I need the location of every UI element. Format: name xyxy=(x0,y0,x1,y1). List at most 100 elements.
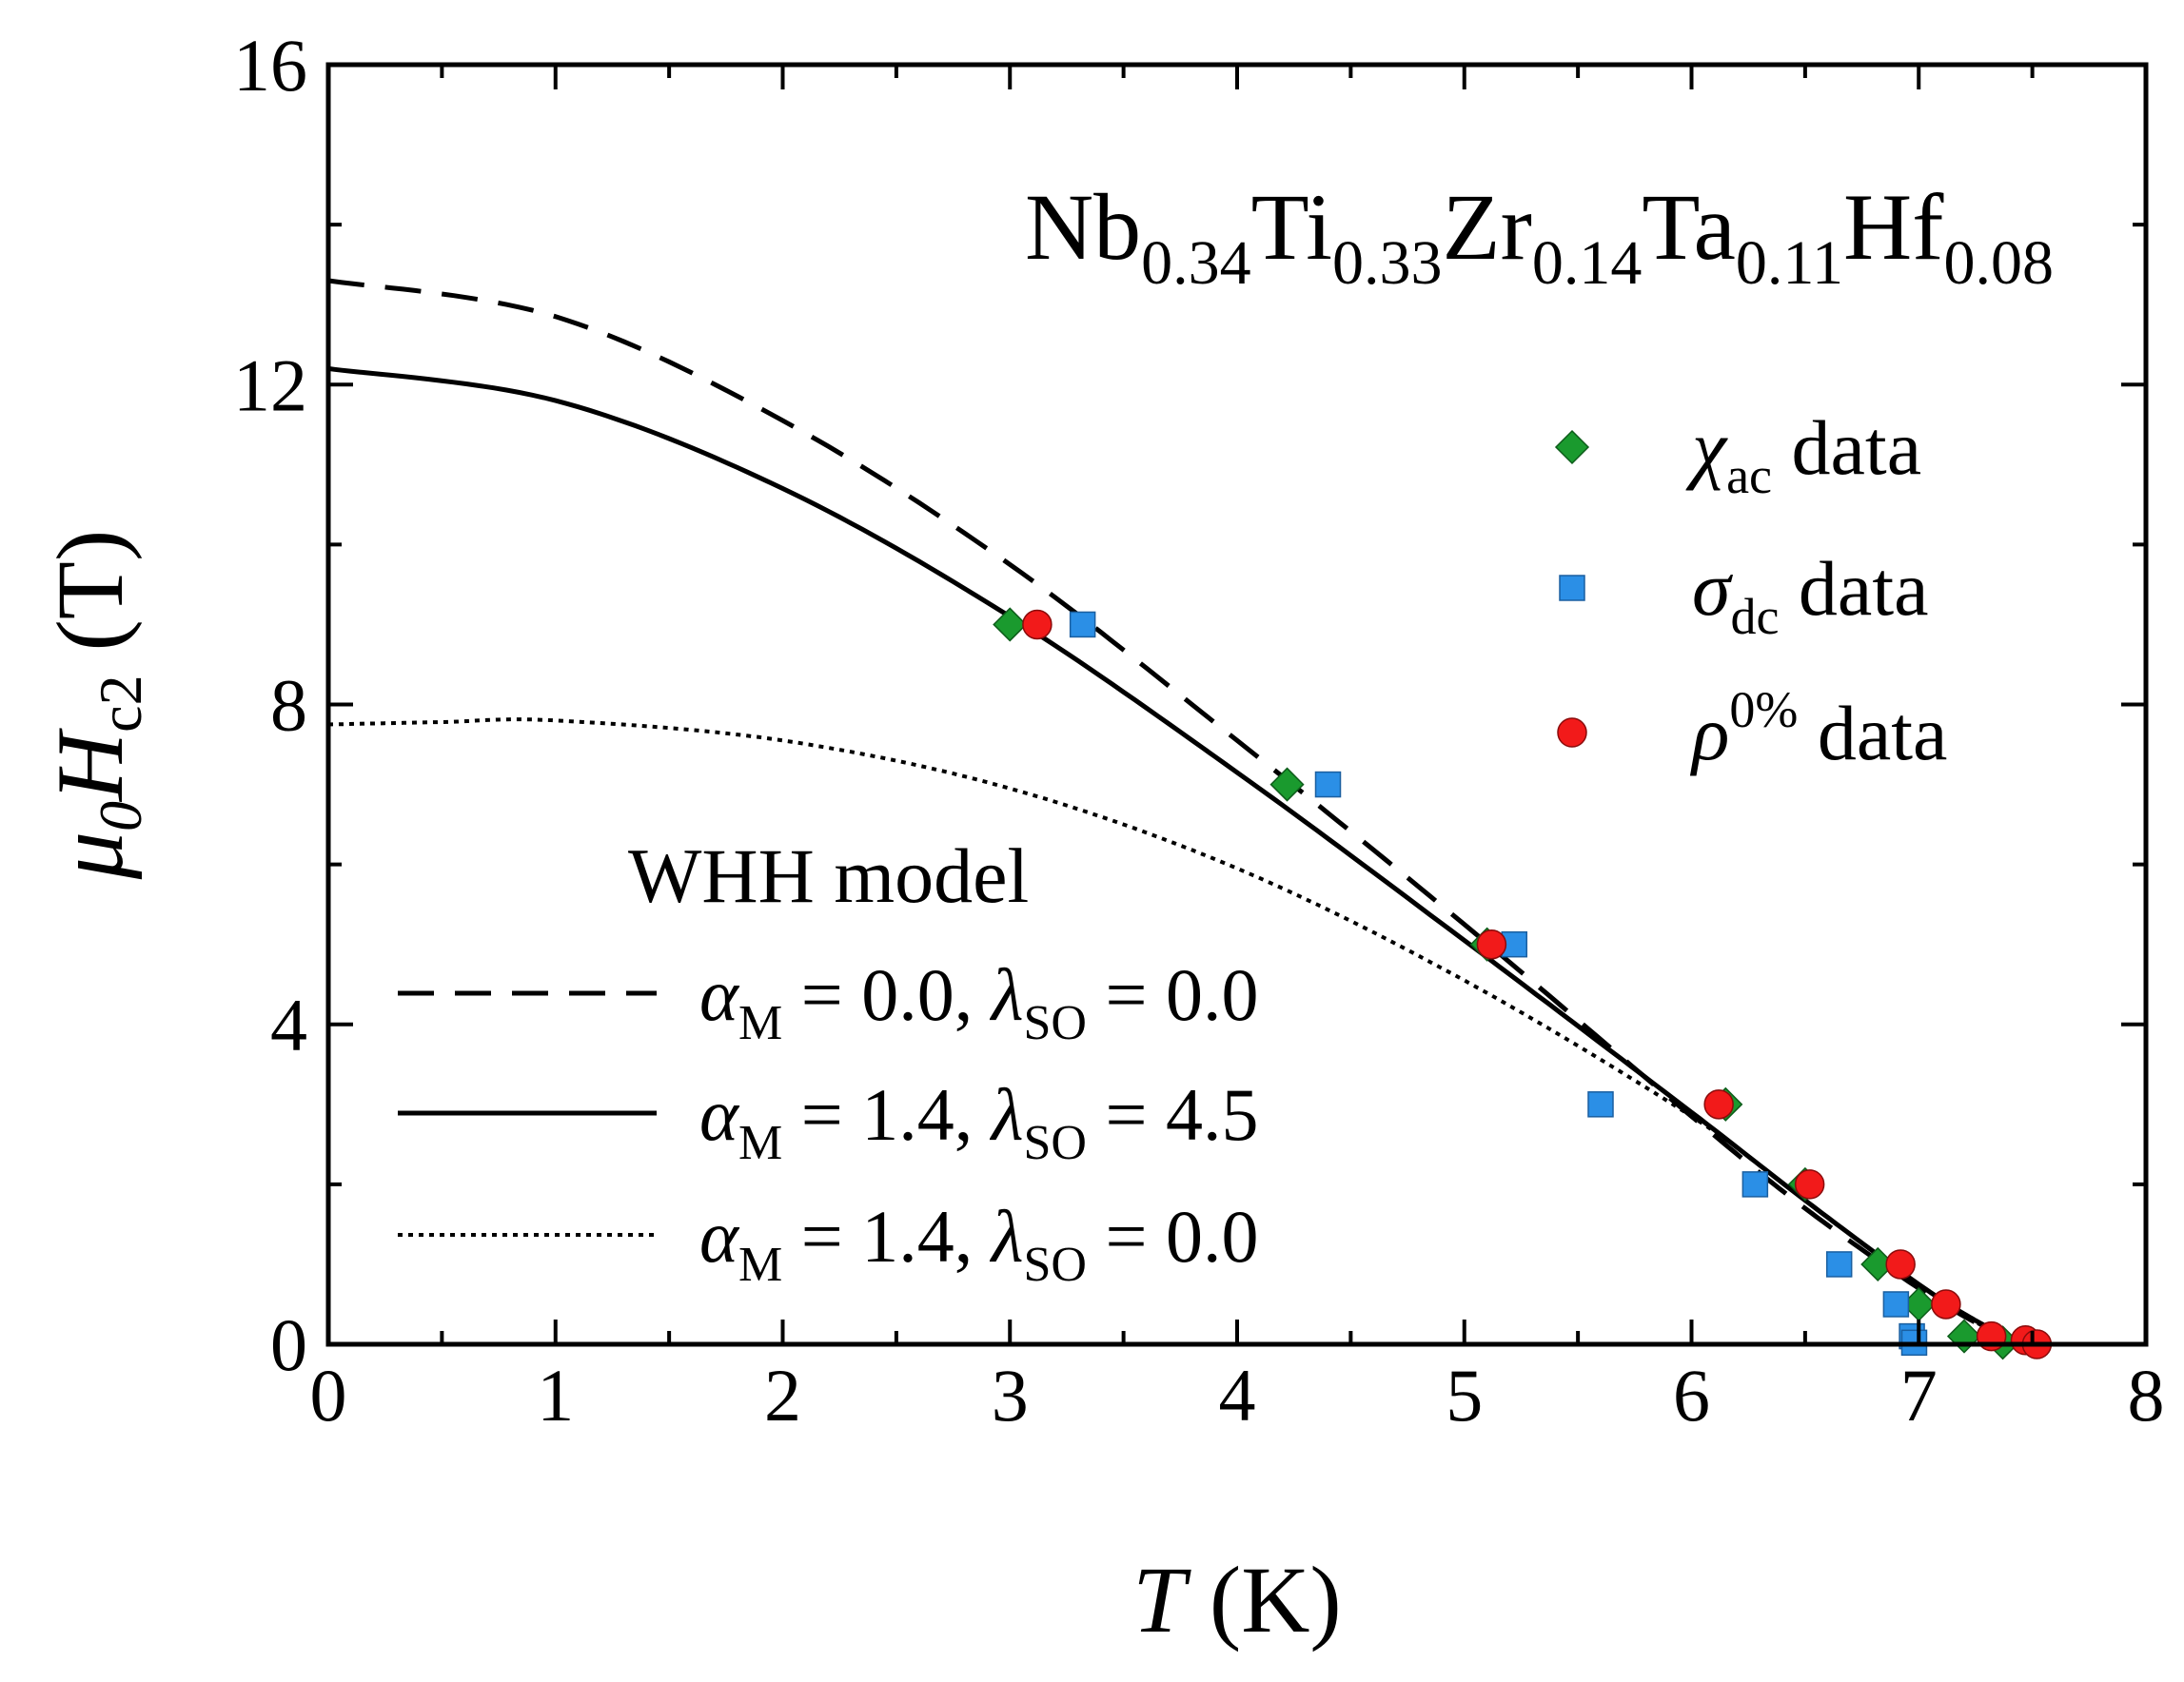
legend-text: data xyxy=(1779,545,1928,632)
circle-marker xyxy=(1022,609,1053,640)
x-axis-unit: (K) xyxy=(1186,1547,1342,1653)
comma: , xyxy=(954,1073,992,1156)
x-tick-label: 6 xyxy=(1673,1354,1710,1437)
lambda-value: 0.0 xyxy=(1166,953,1259,1036)
square-marker xyxy=(1741,1171,1769,1198)
formula-element: Hf xyxy=(1843,174,1944,280)
alpha-subscript: M xyxy=(738,1238,782,1292)
x-axis-label: T (K) xyxy=(1132,1547,1341,1653)
circle-marker xyxy=(1885,1249,1916,1280)
formula-subscript: 0.11 xyxy=(1736,228,1843,298)
equals-sign: = xyxy=(782,1195,861,1278)
alpha-value: 0.0 xyxy=(861,953,954,1036)
alpha-value: 1.4 xyxy=(861,1073,954,1156)
formula-element: Zr xyxy=(1443,174,1532,280)
x-tick-label: 3 xyxy=(992,1354,1029,1437)
x-tick-label: 1 xyxy=(537,1354,574,1437)
alpha-symbol: α xyxy=(699,1195,740,1278)
square-marker xyxy=(1069,611,1096,638)
equals-sign: = xyxy=(1087,1073,1166,1156)
model-line-dotted xyxy=(327,717,2034,1346)
formula-subscript: 0.33 xyxy=(1332,228,1443,298)
diamond-marker xyxy=(1946,1319,1982,1354)
legend-symbol: ρ xyxy=(1689,690,1729,776)
x-tick-label: 4 xyxy=(1219,1354,1256,1437)
equals-sign: = xyxy=(782,1073,861,1156)
diamond-marker xyxy=(1554,429,1590,465)
y-axis-mu: μ xyxy=(37,831,143,880)
legend-symbol: χ xyxy=(1685,404,1728,491)
legend-subscript: dc xyxy=(1730,588,1779,645)
lambda-subscript: SO xyxy=(1024,996,1087,1050)
lambda-symbol: λ xyxy=(990,953,1024,1036)
legend-text: data xyxy=(1772,404,1921,491)
y-tick-label: 8 xyxy=(270,664,307,747)
model-legend-label: αM = 1.4, λSO = 0.0 xyxy=(699,1195,1258,1292)
lambda-value: 4.5 xyxy=(1166,1073,1259,1156)
square-marker xyxy=(1587,1091,1614,1118)
circle-marker xyxy=(1794,1169,1825,1200)
formula-subscript: 0.08 xyxy=(1944,228,2055,298)
x-axis-symbol: T xyxy=(1132,1547,1191,1653)
comma: , xyxy=(954,953,992,1036)
alpha-subscript: M xyxy=(738,996,782,1050)
lambda-symbol: λ xyxy=(990,1195,1024,1278)
square-marker xyxy=(1559,575,1585,601)
legend-text: data xyxy=(1798,690,1947,776)
axes xyxy=(325,62,2149,1347)
alpha-value: 1.4 xyxy=(861,1195,954,1278)
y-tick-label: 0 xyxy=(270,1303,307,1386)
comma: , xyxy=(954,1195,992,1278)
diamond-marker xyxy=(1269,767,1305,802)
square-marker xyxy=(1882,1291,1910,1318)
legend-label: χac data xyxy=(1685,404,1921,504)
formula-element: Nb xyxy=(1025,174,1141,280)
x-tick-label: 2 xyxy=(764,1354,801,1437)
alpha-symbol: α xyxy=(699,953,740,1036)
circle-marker xyxy=(1476,929,1507,960)
y-axis-unit: (T) xyxy=(37,530,143,675)
legend-subscript: ac xyxy=(1726,447,1772,504)
formula-element: Ta xyxy=(1642,174,1736,280)
alpha-subscript: M xyxy=(738,1116,782,1170)
diamond-marker xyxy=(993,607,1028,642)
y-tick-label: 12 xyxy=(233,343,307,426)
legend-superscript: 0% xyxy=(1729,681,1798,738)
legend-symbol: σ xyxy=(1692,545,1734,632)
model-legend-label: αM = 1.4, λSO = 4.5 xyxy=(699,1073,1258,1170)
lambda-subscript: SO xyxy=(1024,1116,1087,1170)
y-axis-h-sub: c2 xyxy=(87,675,154,732)
legend-label: ρ0% data xyxy=(1689,681,1947,776)
x-tick-label: 5 xyxy=(1446,1354,1483,1437)
equals-sign: = xyxy=(1087,1195,1166,1278)
data-points xyxy=(993,607,2053,1360)
y-tick-label: 4 xyxy=(270,984,307,1066)
x-tick-label: 8 xyxy=(2128,1354,2165,1437)
equals-sign: = xyxy=(1087,953,1166,1036)
square-marker xyxy=(1314,771,1342,798)
x-tick-label: 7 xyxy=(1900,1354,1938,1437)
y-axis-mu-sub: 0 xyxy=(87,801,154,831)
lambda-value: 0.0 xyxy=(1166,1195,1259,1278)
y-axis-h: H xyxy=(37,728,143,803)
model-legend-title: WHH model xyxy=(628,832,1029,919)
lambda-symbol: λ xyxy=(990,1073,1024,1156)
formula-subscript: 0.14 xyxy=(1532,228,1643,298)
model-legend-label: αM = 0.0, λSO = 0.0 xyxy=(699,953,1258,1050)
formula-element: Ti xyxy=(1251,174,1332,280)
equals-sign: = xyxy=(782,953,861,1036)
legend-label: σdc data xyxy=(1692,545,1929,645)
circle-marker xyxy=(1931,1289,1961,1320)
circle-marker xyxy=(1703,1089,1734,1120)
formula-subscript: 0.34 xyxy=(1141,228,1251,298)
y-axis-label: μ0Hc2 (T) xyxy=(37,530,154,881)
compound-formula: Nb0.34Ti0.33Zr0.14Ta0.11Hf0.08 xyxy=(1025,174,2054,298)
lambda-subscript: SO xyxy=(1024,1238,1087,1292)
square-marker xyxy=(1825,1251,1853,1278)
y-tick-label: 16 xyxy=(233,24,307,107)
x-tick-label: 0 xyxy=(310,1354,347,1437)
circle-marker xyxy=(1557,717,1587,748)
